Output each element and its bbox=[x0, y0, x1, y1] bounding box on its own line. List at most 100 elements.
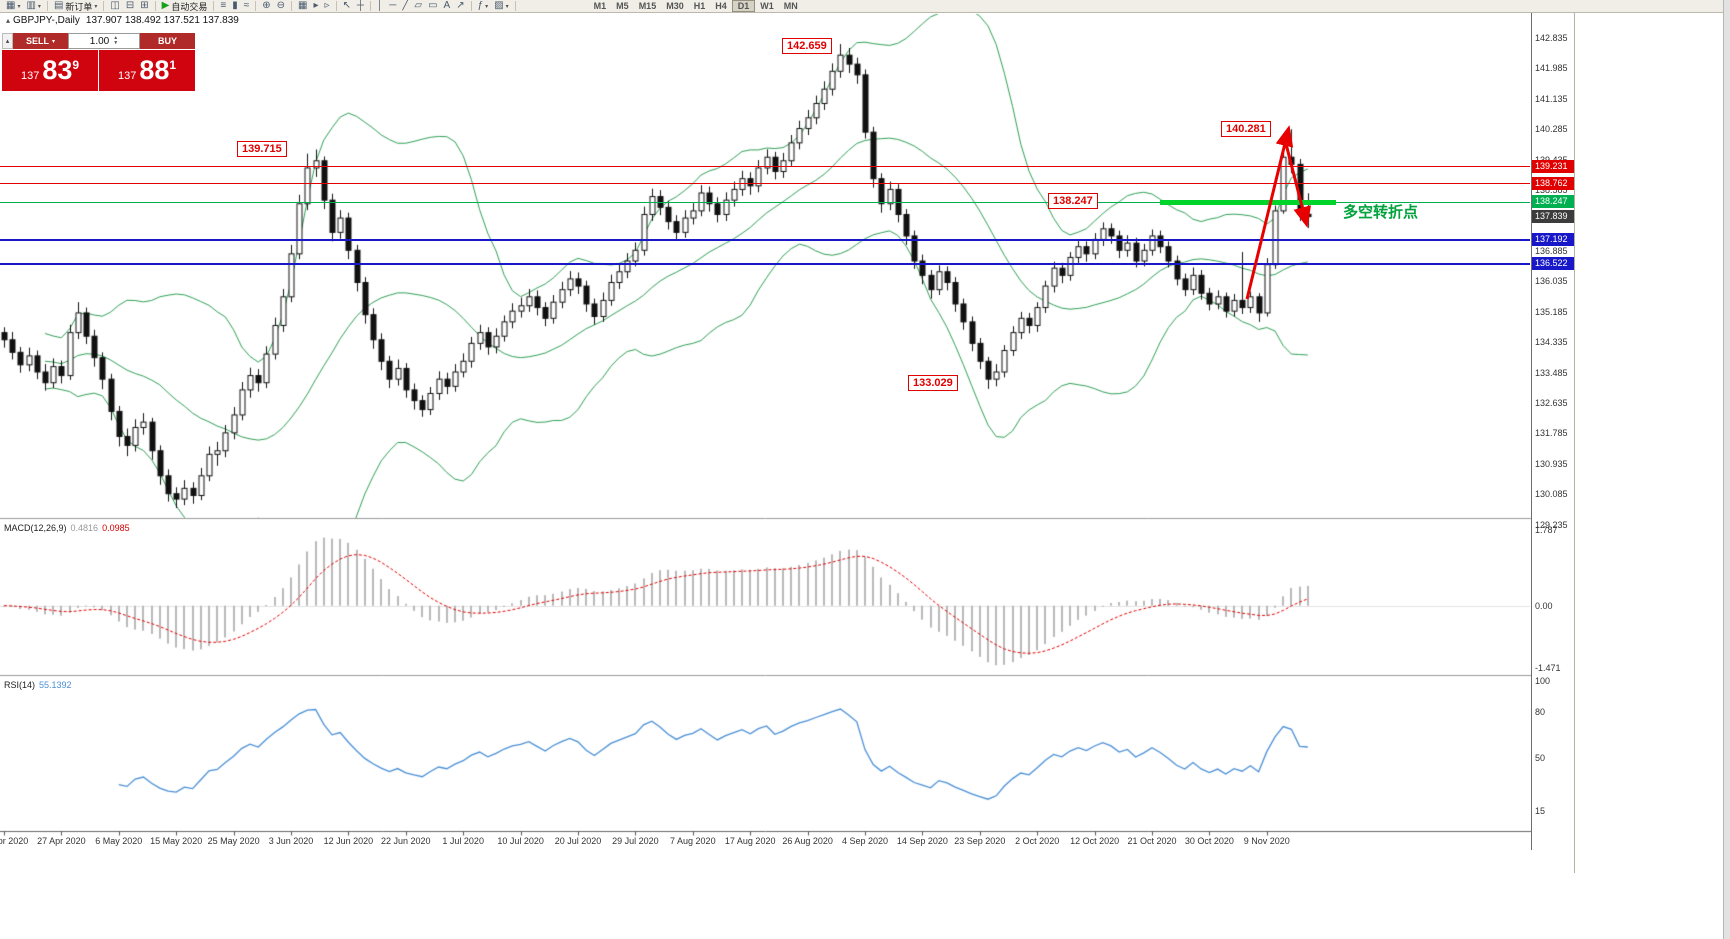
date-label: 17 Apr 2020 bbox=[0, 836, 29, 846]
horizontal-line[interactable] bbox=[0, 201, 1530, 203]
arrows-button[interactable]: ↗ bbox=[453, 0, 467, 12]
text-button[interactable]: A bbox=[441, 0, 454, 12]
arrows-icon: ↗ bbox=[456, 0, 465, 11]
price-annotation[interactable]: 140.281 bbox=[1221, 121, 1271, 137]
trendline-button[interactable]: ╱ bbox=[399, 0, 411, 12]
volume-input[interactable]: 1.00 ▲ ▼ bbox=[68, 33, 140, 49]
date-axis[interactable]: 17 Apr 2020 27 Apr 2020 6 May 2020 15 May 2… bbox=[0, 833, 1531, 849]
vertical-line-icon: │ bbox=[377, 0, 384, 11]
shapes-icon: ▭ bbox=[428, 0, 438, 11]
support-zone-segment[interactable] bbox=[1160, 199, 1336, 205]
macd-signal-value: 0.0985 bbox=[102, 523, 130, 533]
toolbar-separator bbox=[514, 1, 516, 11]
buy-price-point: 1 bbox=[169, 57, 177, 72]
timeframe-m30[interactable]: M30 bbox=[666, 1, 684, 11]
market-watch-button[interactable]: ◫ bbox=[107, 0, 122, 12]
timeframe-mn[interactable]: MN bbox=[783, 1, 798, 11]
bar-chart-button[interactable]: ≡ bbox=[217, 0, 229, 12]
toolbar-separator bbox=[255, 1, 257, 11]
one-click-trading-panel: ▴ SELL ▾ 1.00 ▲ ▼ BUY 137 83 9 bbox=[2, 33, 195, 91]
trend-arrow[interactable] bbox=[1245, 125, 1294, 300]
profiles-button[interactable]: ▥ ▾ bbox=[23, 0, 43, 12]
timeframe-d1[interactable]: D1 bbox=[731, 0, 756, 12]
tile-windows-button[interactable]: ▦ bbox=[295, 0, 310, 12]
tile-windows-icon: ▦ bbox=[298, 0, 308, 11]
new-order-button[interactable]: ▤ 新订单 ▾ bbox=[51, 0, 100, 12]
date-label: 6 May 2020 bbox=[95, 836, 143, 846]
chevron-down-icon: ▾ bbox=[17, 3, 21, 10]
timeframe-group: M1 M5 M15 M30 H1 H4 D1 W1 MN bbox=[589, 0, 803, 12]
window-scrollbar[interactable] bbox=[1723, 0, 1730, 939]
horizontal-line[interactable] bbox=[0, 262, 1530, 265]
buy-price-pips: 88 bbox=[139, 55, 170, 85]
channel-button[interactable]: ▱ bbox=[411, 0, 425, 12]
timeframe-h1[interactable]: H1 bbox=[693, 1, 706, 11]
turning-point-note: 多空转折点 bbox=[1343, 204, 1419, 221]
horizontal-line[interactable] bbox=[0, 166, 1530, 168]
macd-name: MACD(12,26,9) bbox=[4, 523, 67, 533]
price-badge: 138.762 bbox=[1532, 176, 1574, 190]
date-label: 12 Oct 2020 bbox=[1070, 836, 1120, 846]
sell-tab[interactable]: SELL ▾ bbox=[13, 33, 68, 49]
timeframe-h4[interactable]: H4 bbox=[715, 1, 727, 11]
new-chart-button[interactable]: ▦ ▾ bbox=[3, 0, 23, 12]
vertical-line-button[interactable]: │ bbox=[374, 0, 386, 12]
cursor-button[interactable]: ↖ bbox=[340, 0, 354, 12]
terminal-button[interactable]: ⊞ bbox=[137, 0, 151, 12]
new-order-button-label: 新订单 bbox=[65, 1, 93, 12]
sell-button[interactable]: 137 83 9 bbox=[2, 50, 98, 91]
price-annotation[interactable]: 139.715 bbox=[237, 141, 287, 157]
date-label: 3 Jun 2020 bbox=[268, 836, 314, 846]
rsi-axis-label: 100 bbox=[1535, 676, 1551, 686]
timeframe-m15[interactable]: M15 bbox=[638, 1, 657, 11]
price-annotation[interactable]: 138.247 bbox=[1048, 193, 1098, 209]
timeframe-w1[interactable]: W1 bbox=[760, 1, 774, 11]
horizontal-line[interactable] bbox=[0, 183, 1530, 185]
price-annotation[interactable]: 142.659 bbox=[782, 38, 832, 54]
buy-button[interactable]: 137 88 1 bbox=[99, 50, 195, 91]
chart-shift-button[interactable]: ▹ bbox=[322, 0, 333, 12]
zoom-out-button[interactable]: ⊖ bbox=[274, 0, 288, 12]
hline-layer bbox=[0, 13, 1530, 850]
rsi-axis-label: 80 bbox=[1535, 706, 1546, 717]
y-axis-label: 142.835 bbox=[1535, 32, 1568, 43]
toolbar-separator bbox=[335, 1, 337, 11]
horizontal-line-button[interactable]: ─ bbox=[386, 0, 399, 12]
y-axis-label: 139.435 bbox=[1535, 155, 1568, 165]
timeframe-m5[interactable]: M5 bbox=[616, 1, 629, 11]
date-label: 4 Sep 2020 bbox=[841, 836, 889, 846]
new-chart-icon: ▦ bbox=[6, 0, 16, 11]
autotrade-button[interactable]: ▶ 自动交易 bbox=[159, 0, 211, 12]
price-annotation[interactable]: 133.029 bbox=[908, 375, 958, 391]
indicators-icon: ƒ bbox=[477, 0, 484, 11]
date-label: 26 Aug 2020 bbox=[782, 836, 833, 846]
y-axis-label: 130.085 bbox=[1535, 489, 1568, 500]
line-chart-button[interactable]: ≈ bbox=[241, 0, 253, 12]
indicators-button[interactable]: ƒ ▾ bbox=[475, 0, 492, 12]
annotation-layer: 142.659 139.715 140.281 138.247 133.029 bbox=[0, 13, 1530, 850]
navigator-button[interactable]: ⊟ bbox=[123, 0, 137, 12]
timeframe-m1[interactable]: M1 bbox=[593, 1, 607, 11]
crosshair-button[interactable]: ┼ bbox=[354, 0, 367, 12]
chart-symbol-icon: ▴ bbox=[6, 16, 11, 25]
templates-icon: ▨ bbox=[494, 0, 504, 11]
stepper-down-icon[interactable]: ▼ bbox=[113, 40, 119, 46]
text-icon: A bbox=[443, 0, 451, 11]
panel-collapse-button[interactable]: ▴ bbox=[2, 33, 13, 49]
volume-steppers[interactable]: ▲ ▼ bbox=[113, 36, 118, 46]
shapes-button[interactable]: ▭ bbox=[425, 0, 440, 12]
trend-arrow[interactable] bbox=[1282, 135, 1312, 228]
buy-tab[interactable]: BUY bbox=[140, 33, 195, 49]
price-scale[interactable]: 142.835 141.985 141.135 140.285 139.435 138.5… bbox=[1531, 13, 1574, 850]
price-chart-canvas[interactable] bbox=[0, 13, 1531, 850]
horizontal-line[interactable] bbox=[0, 238, 1530, 241]
stepper-up-icon[interactable]: ▲ bbox=[113, 35, 119, 41]
auto-scroll-button[interactable]: ▸ bbox=[310, 0, 321, 12]
profiles-icon: ▥ bbox=[26, 0, 36, 11]
templates-button[interactable]: ▨ ▾ bbox=[491, 0, 511, 12]
zoom-in-button[interactable]: ⊕ bbox=[259, 0, 273, 12]
macd-indicator-label: MACD(12,26,9) 0.4816 0.0985 bbox=[4, 523, 130, 533]
candlestick-chart-button[interactable]: ▮ bbox=[229, 0, 241, 12]
chevron-down-icon: ▾ bbox=[52, 38, 56, 45]
